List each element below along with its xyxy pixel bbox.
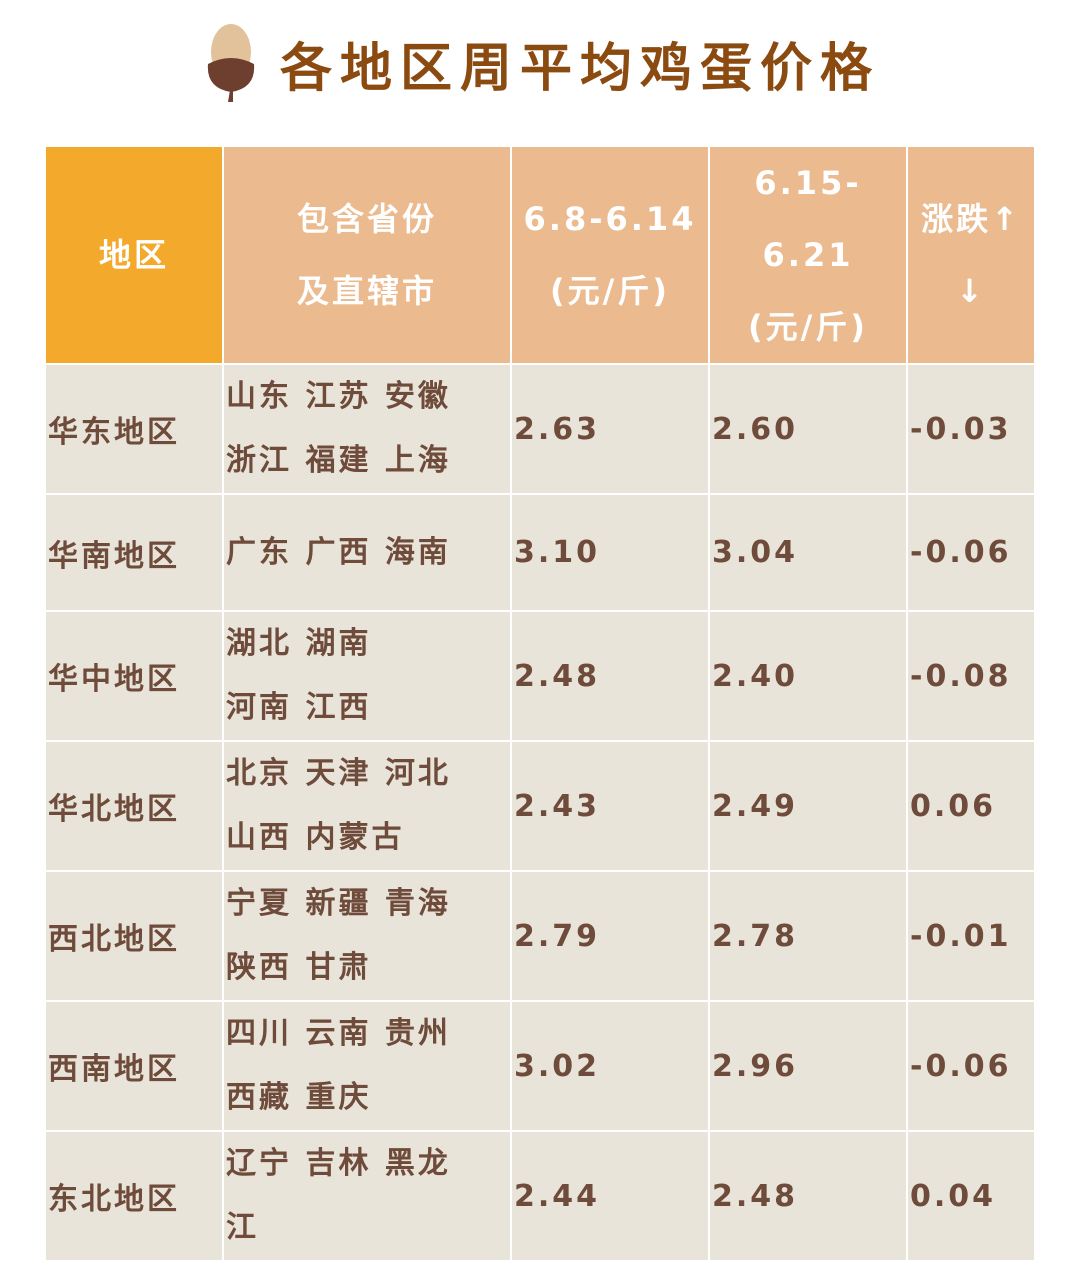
price-week2-cell: 2.48 bbox=[708, 1130, 908, 1262]
table-row: 华南地区 广东 广西 海南 3.10 3.04 -0.06 bbox=[44, 493, 1036, 612]
region-cell: 西南地区 bbox=[44, 1000, 224, 1132]
price-week2-cell: 3.04 bbox=[708, 493, 908, 612]
table-row: 华北地区 北京 天津 河北 山西 内蒙古 2.43 2.49 0.06 bbox=[44, 740, 1036, 872]
acorn-icon bbox=[207, 24, 255, 102]
region-cell: 华中地区 bbox=[44, 610, 224, 742]
title-bar: 各地区周平均鸡蛋价格 bbox=[0, 22, 1080, 104]
region-cell: 华北地区 bbox=[44, 740, 224, 872]
change-cell: -0.06 bbox=[906, 1000, 1036, 1132]
price-week1-cell: 2.44 bbox=[510, 1130, 710, 1262]
price-week1-cell: 3.10 bbox=[510, 493, 710, 612]
change-cell: 0.06 bbox=[906, 740, 1036, 872]
region-cell: 华东地区 bbox=[44, 363, 224, 495]
price-week2-cell: 2.60 bbox=[708, 363, 908, 495]
price-week1-cell: 2.48 bbox=[510, 610, 710, 742]
region-cell: 东北地区 bbox=[44, 1130, 224, 1262]
table-row: 西北地区 宁夏 新疆 青海 陕西 甘肃 2.79 2.78 -0.01 bbox=[44, 870, 1036, 1002]
provinces-cell: 宁夏 新疆 青海 陕西 甘肃 bbox=[222, 870, 512, 1002]
price-week1-cell: 2.63 bbox=[510, 363, 710, 495]
provinces-cell: 山东 江苏 安徽 浙江 福建 上海 bbox=[222, 363, 512, 495]
table-row: 华中地区 湖北 湖南 河南 江西 2.48 2.40 -0.08 bbox=[44, 610, 1036, 742]
region-cell: 华南地区 bbox=[44, 493, 224, 612]
egg-price-table: 地区 包含省份 及直辖市 6.8-6.14 (元/斤) 6.15-6.21 (元/斤)… bbox=[44, 145, 1036, 1262]
price-week2-cell: 2.49 bbox=[708, 740, 908, 872]
column-header: 6.8-6.14 (元/斤) bbox=[510, 145, 710, 365]
column-header: 6.15-6.21 (元/斤) bbox=[708, 145, 908, 365]
page-title: 各地区周平均鸡蛋价格 bbox=[279, 38, 880, 99]
change-cell: -0.08 bbox=[906, 610, 1036, 742]
change-cell: -0.06 bbox=[906, 493, 1036, 612]
price-week2-cell: 2.96 bbox=[708, 1000, 908, 1132]
table-row: 西南地区 四川 云南 贵州 西藏 重庆 3.02 2.96 -0.06 bbox=[44, 1000, 1036, 1132]
price-week1-cell: 2.43 bbox=[510, 740, 710, 872]
table-row: 东北地区 辽宁 吉林 黑龙 江 2.44 2.48 0.04 bbox=[44, 1130, 1036, 1262]
column-header: 包含省份 及直辖市 bbox=[222, 145, 512, 365]
provinces-cell: 广东 广西 海南 bbox=[222, 493, 512, 612]
price-week1-cell: 3.02 bbox=[510, 1000, 710, 1132]
column-header: 涨跌↑ ↓ bbox=[906, 145, 1036, 365]
change-cell: 0.04 bbox=[906, 1130, 1036, 1262]
provinces-cell: 辽宁 吉林 黑龙 江 bbox=[222, 1130, 512, 1262]
price-week1-cell: 2.79 bbox=[510, 870, 710, 1002]
region-cell: 西北地区 bbox=[44, 870, 224, 1002]
provinces-cell: 四川 云南 贵州 西藏 重庆 bbox=[222, 1000, 512, 1132]
price-week2-cell: 2.78 bbox=[708, 870, 908, 1002]
price-week2-cell: 2.40 bbox=[708, 610, 908, 742]
change-cell: -0.01 bbox=[906, 870, 1036, 1002]
provinces-cell: 北京 天津 河北 山西 内蒙古 bbox=[222, 740, 512, 872]
column-header: 地区 bbox=[44, 145, 224, 365]
provinces-cell: 湖北 湖南 河南 江西 bbox=[222, 610, 512, 742]
change-cell: -0.03 bbox=[906, 363, 1036, 495]
table-row: 华东地区 山东 江苏 安徽 浙江 福建 上海 2.63 2.60 -0.03 bbox=[44, 363, 1036, 495]
